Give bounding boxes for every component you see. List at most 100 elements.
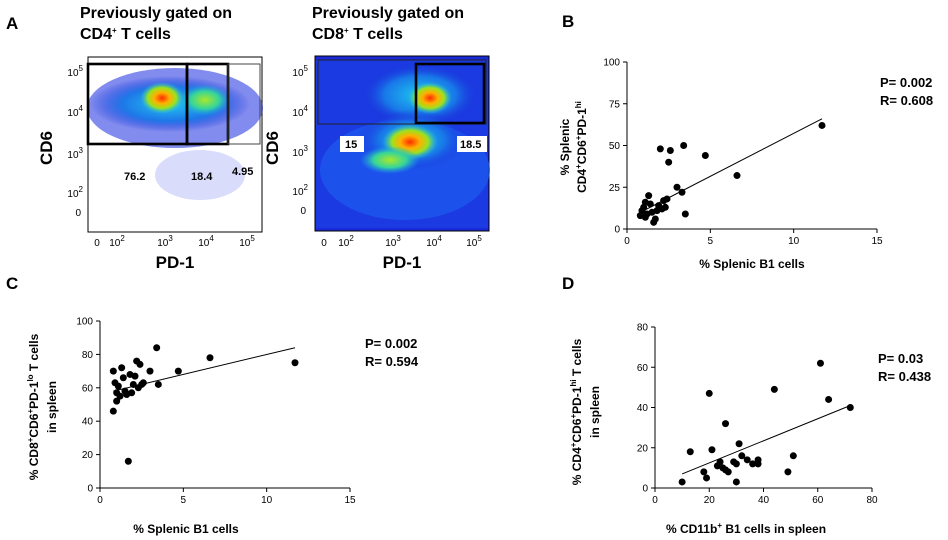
flow-cd4-ylabel: CD6 [37, 131, 56, 165]
plot-b-data-point [646, 200, 654, 208]
flow-cd4-xtick: 102 [109, 234, 125, 249]
plot-c-data-point [146, 367, 154, 375]
plot-b-data-point [666, 147, 674, 155]
plot-d-xtick-label: 60 [812, 495, 824, 506]
plot-d-data-point [716, 458, 724, 466]
plot-b-data-point [656, 145, 664, 153]
panel-label-c: C [6, 274, 18, 293]
plot-d-data-point [724, 468, 732, 476]
plot-b-data-point [661, 203, 669, 211]
plot-d-data-point [816, 359, 824, 367]
plot-c-ytick-label: 60 [82, 383, 94, 394]
plot-d-data-point [722, 420, 730, 428]
plot-d-xtick-label: 0 [652, 495, 658, 506]
flow-cd8-gate-hi [414, 62, 486, 125]
plot-b-xtick-label: 5 [708, 236, 714, 247]
plot-d-data-point [770, 385, 778, 393]
flow-cd4-density-core1 [140, 82, 184, 114]
plot-b-data-point [645, 192, 653, 200]
flow-cd8-gate-value-1-bg [340, 136, 364, 152]
plot-b-xtick-label: 0 [624, 236, 630, 247]
plot-c-data-point [124, 457, 132, 465]
plot-d-data-point [700, 468, 708, 476]
plot-b-ytick-label: 50 [609, 141, 621, 152]
flow-cd4-xtick: 104 [198, 234, 214, 249]
plot-c-data-point [136, 360, 144, 368]
plot-b-ytick-label: 100 [603, 58, 620, 69]
flow-cd8-x-ticks: 0 102 103 104 105 [321, 234, 482, 249]
flow-cd8-density-core-hi [408, 82, 452, 114]
flow-cd4-sparse-low [155, 150, 245, 200]
plot-b-p-value: P= 0.002 [880, 75, 932, 90]
plot-d-ytick-label: 0 [642, 484, 648, 495]
flow-cd8-ytick: 104 [292, 104, 308, 119]
plot-d-fit-line [681, 405, 851, 475]
plot-d-data-point [743, 456, 751, 464]
plot-d-xtick-label: 40 [758, 495, 770, 506]
scatter-plot-b: P= 0.002 R= 0.608 % Splenic B1 cells % S… [558, 58, 933, 272]
scatter-plot-c: P= 0.002 R= 0.594 % Splenic B1 cells % C… [26, 317, 419, 537]
plot-b-ytick-label: 25 [609, 183, 621, 194]
flow-cd8-ytick: 103 [292, 144, 308, 159]
plot-c-data-point [118, 364, 126, 372]
plot-d-data-point [846, 404, 854, 411]
plot-c-data-point [206, 354, 214, 362]
flow-cd4-xlabel: PD-1 [156, 253, 195, 272]
flow-cd8-y-ticks: 105 104 103 102 0 [292, 64, 308, 217]
plot-d-data-point [754, 460, 762, 468]
plot-b-xtick-label: 15 [871, 236, 883, 247]
flow-cd4-ytick: 105 [67, 64, 83, 79]
plot-c-data-point [113, 397, 121, 405]
plot-b-data-point [678, 188, 686, 196]
flow-cd8-density-warm [360, 146, 420, 174]
plot-c-xtick-label: 5 [181, 495, 187, 506]
plot-b-data-point [680, 142, 688, 149]
plot-d-ylabel-line2: in spleen [588, 386, 602, 438]
plot-c-ytick-label: 0 [87, 484, 93, 495]
plot-b-r-value: R= 0.608 [880, 93, 933, 108]
flow-cd4-ytick: 102 [67, 185, 83, 200]
plot-b-xtick-label: 10 [788, 236, 800, 247]
plot-c-data-point [291, 359, 299, 367]
panel-label-a: A [6, 14, 18, 33]
plot-b-xlabel: % Splenic B1 cells [699, 257, 805, 271]
plot-d-data-point [708, 446, 716, 454]
flow-cd8-gate-outer [317, 59, 487, 125]
plot-b-data-point [663, 195, 671, 203]
panel-label-d: D [562, 274, 574, 293]
plot-d-data-point [686, 448, 694, 456]
flow-cd4-gate-high [227, 63, 261, 145]
plot-c-r-value: R= 0.594 [365, 354, 419, 369]
panel-label-b: B [562, 12, 574, 31]
plot-d-ytick-label: 40 [637, 403, 649, 414]
flow-cd8-gate-value-2-bg [457, 136, 487, 152]
plot-c-xtick-label: 10 [261, 495, 273, 506]
flow-cd8-ytick: 0 [300, 206, 306, 217]
flow-cd4-title-line1: Previously gated on [80, 5, 232, 22]
plot-c-data-point [128, 389, 136, 397]
flow-cd4-gate-value-3: 4.95 [232, 166, 253, 178]
plot-c-xtick-label: 15 [344, 495, 356, 506]
flow-cd8-title-line2: CD8+ T cells [312, 26, 403, 43]
plot-c-data-point [109, 407, 117, 415]
plot-c-data-point [109, 367, 117, 375]
flow-cd8-xtick: 105 [466, 234, 482, 249]
plot-c-xtick-label: 0 [97, 495, 103, 506]
plot-d-p-value: P= 0.03 [878, 351, 923, 366]
plot-c-xlabel: % Splenic B1 cells [133, 522, 239, 536]
plot-c-p-value: P= 0.002 [365, 336, 417, 351]
plot-d-r-value: R= 0.438 [878, 369, 931, 384]
plot-b-data-point [818, 121, 826, 129]
plot-b-data-point [651, 215, 659, 223]
plot-c-data-point [174, 367, 182, 375]
plot-c-data-point [119, 374, 127, 382]
plot-b-data-point [681, 210, 689, 218]
plot-b-ytick-label: 75 [609, 99, 621, 110]
plot-d-xtick-label: 20 [704, 495, 716, 506]
plot-d-data-point [703, 474, 711, 482]
flow-cd4-density-core2 [179, 84, 231, 116]
plot-c-ytick-label: 20 [82, 450, 94, 461]
flow-cd4-ytick: 0 [75, 208, 81, 219]
plot-d-data-point [678, 478, 686, 486]
